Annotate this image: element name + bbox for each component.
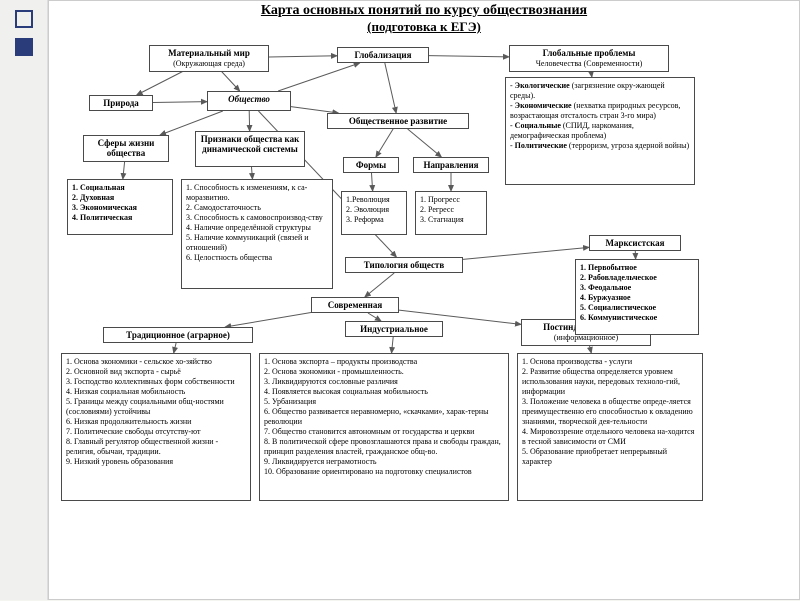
page-subtitle: (подготовка к ЕГЭ)	[49, 19, 799, 35]
node-global_problems: Глобальные проблемыЧеловечества (Совреме…	[509, 45, 669, 72]
node-directions: Направления	[413, 157, 489, 173]
sidebar-box-icon	[15, 10, 33, 28]
edge-nature-society	[153, 102, 207, 103]
list-postindustrial_list: 1. Основа производства - услуги2. Развит…	[517, 353, 703, 501]
edge-typology-marxist	[463, 247, 589, 259]
node-industrial: Индустриальное	[345, 321, 443, 337]
edge-material-globalization	[269, 56, 337, 57]
edge-material-society	[221, 71, 240, 91]
app-sidebar	[0, 0, 48, 600]
list-spheres_list: 1. Социальная2. Духовная3. Экономическая…	[67, 179, 173, 235]
node-material: Материальный мир(Окружающая среда)	[149, 45, 269, 72]
edge-globalization-global_problems	[429, 56, 509, 57]
edge-modern-traditional	[225, 312, 311, 327]
node-globalization: Глобализация	[337, 47, 429, 63]
node-forms: Формы	[343, 157, 399, 173]
list-directions_list: 1. Прогресс2. Регресс3. Стагнация	[415, 191, 487, 235]
edge-forms-forms_list	[372, 173, 373, 191]
node-nature: Природа	[89, 95, 153, 111]
sidebar-box-filled-icon	[15, 38, 33, 56]
edge-industrial-industrial_list	[392, 337, 394, 353]
node-modern: Современная	[311, 297, 399, 313]
edge-traditional-traditional_list	[174, 343, 176, 353]
node-attributes: Признаки общества как динамической систе…	[195, 131, 305, 167]
edge-soc_dev-directions	[408, 129, 442, 157]
edge-soc_dev-forms	[376, 129, 393, 157]
edge-spheres-spheres_list	[123, 161, 125, 179]
node-spheres: Сферы жизни общества	[83, 135, 169, 162]
edge-modern-industrial	[368, 313, 381, 321]
edge-globalization-soc_dev	[385, 63, 396, 113]
diagram-canvas: Карта основных понятий по курсу общество…	[48, 0, 800, 600]
list-industrial_list: 1. Основа экспорта – продукты производст…	[259, 353, 509, 501]
node-society: Общество	[207, 91, 291, 111]
list-forms_list: 1.Революция2. Эволюция3. Реформа	[341, 191, 407, 235]
edge-postindustrial-postindustrial_list	[589, 345, 591, 353]
node-soc_dev: Общественное развитие	[327, 113, 469, 129]
node-marxist: Марксистская	[589, 235, 681, 251]
edge-material-nature	[137, 71, 184, 95]
node-traditional: Традиционное (аграрное)	[103, 327, 253, 343]
edge-society-globalization	[278, 63, 360, 91]
list-attributes_list: 1. Способность к изменениям, к са-моразв…	[181, 179, 333, 289]
page-title: Карта основных понятий по курсу общество…	[49, 1, 799, 19]
node-typology: Типология обществ	[345, 257, 463, 273]
list-global_problems_list: - Экологические (загрязнение окру-жающей…	[505, 77, 695, 185]
edge-attributes-attributes_list	[251, 167, 252, 179]
list-marxist_list: 1. Первобытное2. Рабовладельческое3. Фео…	[575, 259, 699, 335]
edge-typology-modern	[365, 273, 394, 297]
list-traditional_list: 1. Основа экономики - сельское хо-зяйств…	[61, 353, 251, 501]
